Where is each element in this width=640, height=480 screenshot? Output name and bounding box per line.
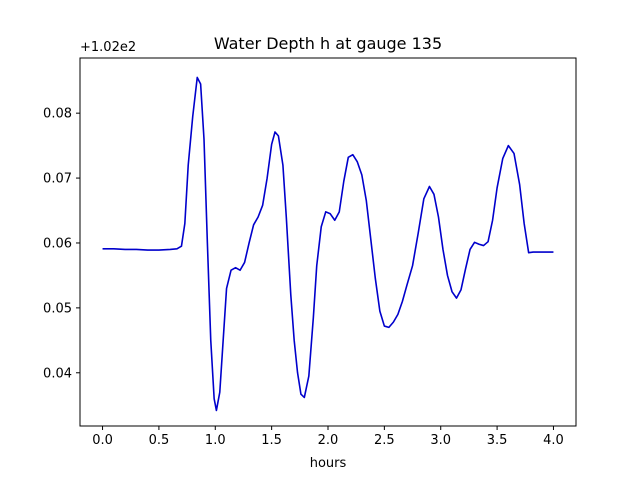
- x-tick-label: 0.0: [92, 433, 113, 448]
- y-tick-label: 0.04: [43, 366, 72, 381]
- x-axis-label: hours: [310, 456, 347, 471]
- x-tick-label: 1.5: [261, 433, 282, 448]
- x-tick-label: 4.0: [543, 433, 564, 448]
- x-axis: 0.0 0.5 1.0 1.5 2.0 2.5 3.0 3.5 4.0: [92, 426, 564, 448]
- plot-area: [102, 76, 554, 412]
- x-tick-label: 1.0: [205, 433, 226, 448]
- x-tick-label: 3.5: [487, 433, 508, 448]
- plot-frame: [79, 57, 577, 427]
- y-tick-label: 0.07: [43, 172, 72, 187]
- y-tick-label: 0.06: [43, 236, 72, 251]
- x-tick-label: 0.5: [149, 433, 170, 448]
- x-tick-label: 2.0: [318, 433, 339, 448]
- y-tick-label: 0.05: [43, 301, 72, 316]
- x-tick-label: 3.0: [430, 433, 451, 448]
- x-tick-label: 2.5: [374, 433, 395, 448]
- y-tick-label: 0.08: [43, 107, 72, 122]
- series-line-0: [102, 76, 554, 412]
- chart-title: Water Depth h at gauge 135: [214, 34, 442, 53]
- y-offset-label: +1.02e2: [80, 40, 136, 55]
- y-axis: 0.04 0.05 0.06 0.07 0.08: [43, 107, 80, 381]
